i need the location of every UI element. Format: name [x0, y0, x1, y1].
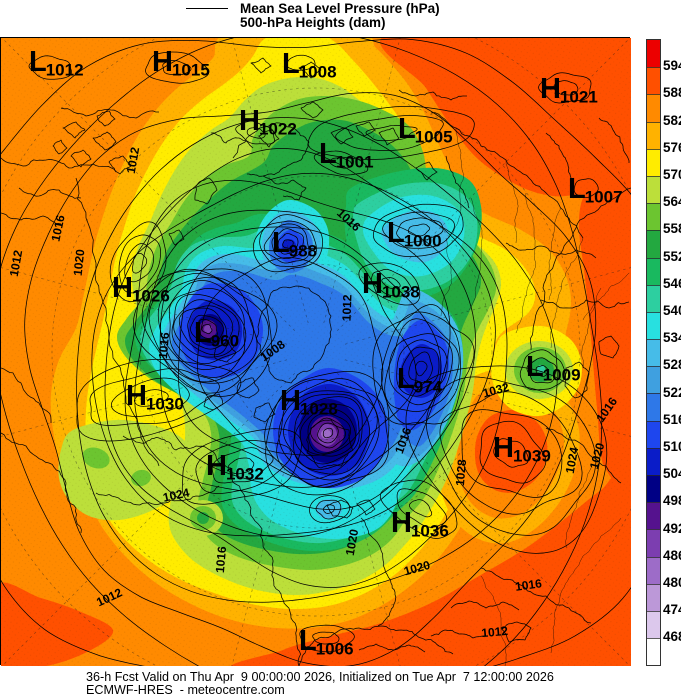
legend-line-field: Mean Sea Level Pressure (hPa): [240, 1, 440, 16]
colorbar-tick-label: 564: [663, 194, 681, 210]
isobar-label: 1012: [340, 294, 355, 321]
colorbar-tick-label: 576: [663, 139, 681, 155]
isobar-label: 1020: [587, 441, 608, 471]
model-source-line: ECMWF-HRES - meteocentre.com: [86, 682, 285, 697]
colorbar-block: [647, 40, 660, 68]
colorbar-block: [647, 339, 660, 367]
colorbar-tick-label: 534: [663, 330, 681, 346]
pressure-center-low: L1007: [568, 173, 623, 207]
colorbar-block: [647, 529, 660, 557]
isobar-label: 1024: [162, 485, 191, 504]
colorbar-block: [647, 230, 660, 258]
colorbar-block: [647, 366, 660, 394]
pressure-center-high: H1026: [112, 272, 170, 306]
isobar-label: 1012: [481, 624, 509, 640]
colorbar-tick-label: 492: [663, 520, 681, 536]
isobar-label: 1012: [7, 249, 25, 278]
colorbar-tick-label: 546: [663, 275, 681, 291]
isobar-line-sample: [186, 8, 228, 9]
colorbar-tick-label: 510: [663, 439, 681, 454]
colorbar-tick-label: 504: [663, 466, 681, 482]
colorbar-tick-label: 522: [663, 384, 681, 400]
terrain-stipple: [1, 38, 631, 666]
legend-fill-field: 500-hPa Heights (dam): [240, 15, 386, 30]
colorbar-tick-label: 552: [663, 248, 681, 264]
footer: 36-h Fcst Valid on Thu Apr 9 00:00:00 20…: [86, 671, 554, 696]
colorbar-tick-label: 528: [663, 357, 681, 373]
colorbar-tick-label: 474: [663, 602, 681, 618]
colorbar-block: [647, 94, 660, 122]
country-borders: [440, 128, 630, 666]
isobar-label: 1016: [514, 576, 543, 594]
colorbar-block: [647, 203, 660, 231]
colorbar-tick-label: 498: [663, 493, 681, 509]
pressure-center-low: L1001: [319, 138, 374, 172]
colorbar-block: [647, 583, 660, 611]
colorbar-block: [647, 393, 660, 421]
colorbar-block: [647, 502, 660, 530]
colorbar-block: [647, 257, 660, 285]
isobar-label: 1028: [453, 458, 469, 486]
colorbar-block: [647, 121, 660, 149]
isobar-label: 1016: [213, 545, 229, 573]
colorbar-tick-label: 468: [663, 629, 681, 645]
colorbar-block: [647, 175, 660, 204]
colorbar-tick-label: 480: [663, 575, 681, 590]
isobar-contours: [1, 38, 631, 666]
colorbar-block: [647, 475, 660, 503]
isobar-label: 1016: [48, 213, 67, 242]
colorbar-tick-label: 516: [663, 411, 681, 427]
colorbar-tick-label: 582: [663, 112, 681, 128]
colorbar-block: [647, 148, 660, 176]
colorbar-tick-label: 540: [663, 303, 681, 318]
colorbar-block: [647, 67, 660, 95]
isobar-label: 1020: [402, 558, 432, 579]
colorbar-block: [647, 447, 660, 475]
colorbar-tick-label: 588: [663, 85, 681, 101]
map-legend: Mean Sea Level Pressure (hPa) 500-hPa He…: [186, 2, 440, 30]
isobar-label: 1032: [481, 380, 511, 401]
colorbar-block: [647, 311, 660, 340]
weather-map: 1012 1016 1012 1020 1016 1024 1016 1012 1032 1016…: [0, 37, 631, 666]
isobar-label: 1024: [563, 446, 581, 475]
colorbar-block: [647, 556, 660, 584]
isobar-label: 1020: [343, 528, 361, 557]
colorbar-block: [647, 420, 660, 448]
colorbar-tick-label: 594: [663, 58, 681, 74]
colorbar-block: [647, 610, 660, 639]
colorbar-tick-label: 570: [663, 167, 681, 182]
isobar-label: 1012: [124, 146, 142, 175]
colorbar: [646, 39, 661, 667]
colorbar-tick-label: 558: [663, 221, 681, 237]
isobar-label: 1020: [71, 248, 88, 276]
colorbar-block: [647, 638, 660, 666]
isobar-label: 1016: [156, 331, 172, 359]
colorbar-block: [647, 284, 660, 312]
colorbar-tick-label: 486: [663, 547, 681, 563]
forecast-valid-line: 36-h Fcst Valid on Thu Apr 9 00:00:00 20…: [86, 670, 554, 684]
